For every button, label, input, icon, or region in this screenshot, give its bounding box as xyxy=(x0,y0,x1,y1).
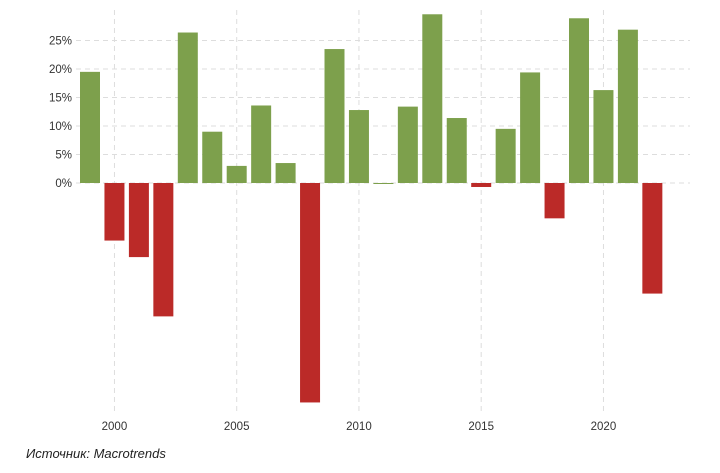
y-tick-label: 20% xyxy=(49,64,72,76)
bar-2005 xyxy=(226,165,247,183)
bar-2014 xyxy=(446,118,467,183)
bar-2016 xyxy=(495,128,516,183)
bar-2011 xyxy=(373,183,394,184)
bar-2008 xyxy=(300,183,321,403)
bar-2013 xyxy=(422,14,443,184)
x-tick-label: 2000 xyxy=(102,421,128,433)
y-tick-label: 15% xyxy=(49,93,72,105)
bar-2004 xyxy=(202,131,223,183)
bar-2001 xyxy=(128,183,149,258)
bar-2019 xyxy=(569,18,589,183)
bar-2000 xyxy=(104,183,125,241)
bar-2007 xyxy=(275,163,296,183)
bar-2021 xyxy=(617,29,638,184)
bar-2009 xyxy=(324,49,345,183)
bar-2017 xyxy=(520,72,541,183)
bar-2012 xyxy=(397,106,418,183)
x-tick-label: 2005 xyxy=(224,421,250,433)
bar-2002 xyxy=(153,183,174,317)
y-tick-label: 0% xyxy=(55,178,72,190)
x-tick-label: 2010 xyxy=(346,421,372,433)
bar-2006 xyxy=(251,105,272,183)
bar-2003 xyxy=(177,32,198,183)
y-tick-label: 10% xyxy=(49,121,72,133)
bar-2022 xyxy=(642,183,663,294)
y-axis-ticks: 0% 5% 10% 15% 20% 25% xyxy=(49,36,72,191)
bar-2020 xyxy=(593,90,614,183)
y-tick-label: 5% xyxy=(55,150,72,162)
bar-2010 xyxy=(348,110,369,183)
x-tick-label: 2015 xyxy=(468,421,494,433)
bars xyxy=(80,14,663,403)
bar-1999 xyxy=(80,71,100,183)
y-tick-label: 25% xyxy=(49,36,72,48)
source-note: Источник: Macrotrends xyxy=(26,446,166,461)
bar-2018 xyxy=(544,183,565,219)
bar-2015 xyxy=(471,183,492,187)
x-tick-label: 2020 xyxy=(591,421,617,433)
x-axis-ticks: 2000 2005 2010 2015 2020 xyxy=(102,421,617,433)
